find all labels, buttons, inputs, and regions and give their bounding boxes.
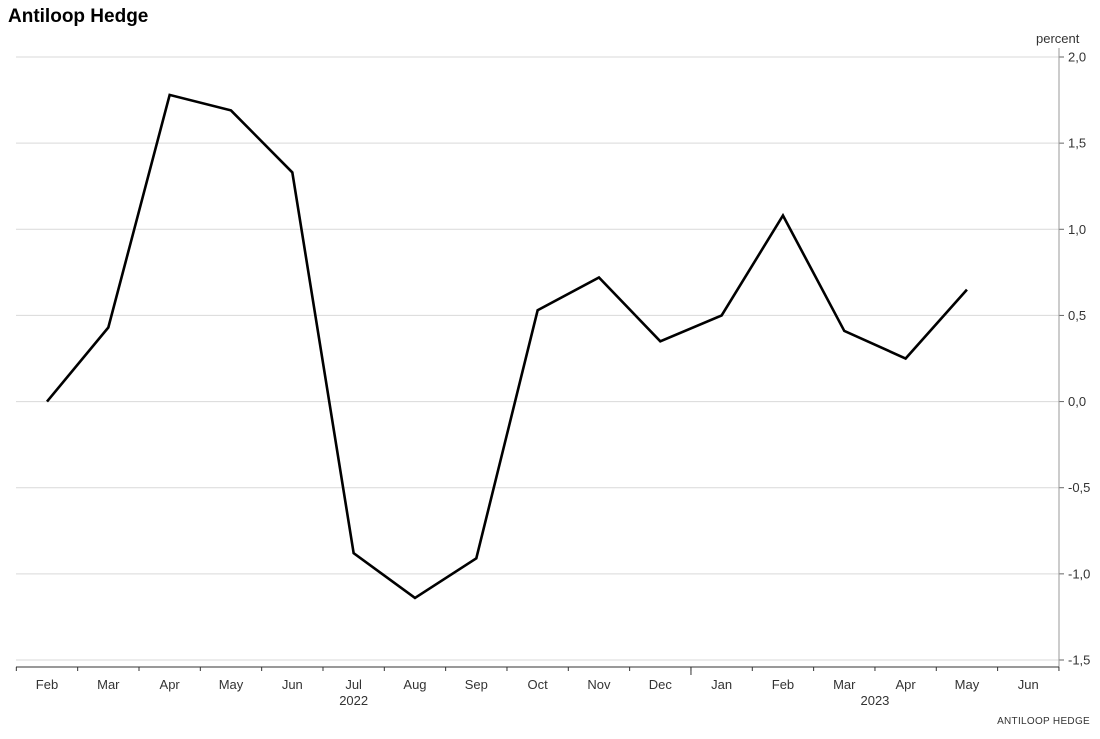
x-tick-label: Apr <box>160 677 181 692</box>
x-tick-label: Jun <box>1018 677 1039 692</box>
x-tick-label: Jan <box>711 677 732 692</box>
x-tick-label: Apr <box>896 677 917 692</box>
y-tick-labels: 2,0 1,5 1,0 0,5 0,0 -0,5 -1,0 -1,5 <box>1068 50 1090 668</box>
year-label: 2023 <box>860 693 889 708</box>
x-tick-label: Jun <box>282 677 303 692</box>
x-tick-label: Nov <box>587 677 611 692</box>
x-tick-label: Feb <box>772 677 794 692</box>
x-tick-label: Aug <box>403 677 426 692</box>
year-label: 2022 <box>339 693 368 708</box>
y-tick-label: 0,0 <box>1068 394 1086 409</box>
x-tick-label: May <box>219 677 244 692</box>
year-labels: 2022 2023 <box>339 693 889 708</box>
y-tick-label: -1,0 <box>1068 566 1090 581</box>
x-tick-label: Dec <box>649 677 673 692</box>
y-tick-label: 1,0 <box>1068 222 1086 237</box>
y-axis-unit: percent <box>1036 31 1080 46</box>
x-tick-label: Feb <box>36 677 58 692</box>
chart-title: Antiloop Hedge <box>8 6 149 27</box>
y-tick-label: -0,5 <box>1068 480 1090 495</box>
x-tick-label: Sep <box>465 677 488 692</box>
x-tick-label: Oct <box>528 677 549 692</box>
axes <box>15 48 1064 675</box>
y-tick-label: 2,0 <box>1068 50 1086 65</box>
series-line <box>45 93 968 600</box>
x-tick-label: Mar <box>97 677 120 692</box>
x-tick-labels: Feb Mar Apr May Jun Jul Aug Sep Oct Nov Dec Jan Feb M… <box>36 677 1039 692</box>
x-tick-label: Jul <box>345 677 362 692</box>
source-label: ANTILOOP HEDGE <box>997 716 1090 727</box>
y-tick-label: 1,5 <box>1068 136 1086 151</box>
x-tick-label: Mar <box>833 677 856 692</box>
y-tick-label: 0,5 <box>1068 308 1086 323</box>
series-lines <box>45 93 968 600</box>
gridlines <box>16 56 1059 661</box>
x-tick-label: May <box>955 677 980 692</box>
y-tick-label: -1,5 <box>1068 653 1090 668</box>
